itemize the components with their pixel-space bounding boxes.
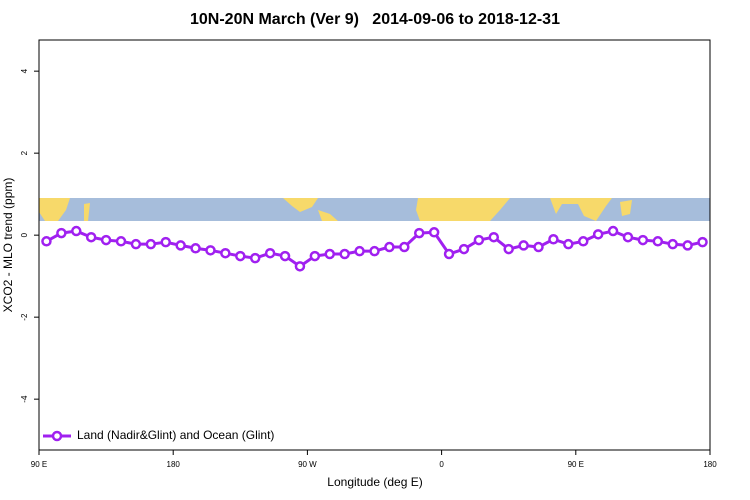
data-point [145,238,157,250]
legend-marker [51,430,63,442]
y-tick-label: 2 [20,150,29,155]
data-point [190,243,201,254]
data-point [71,225,82,237]
data-point [160,236,171,248]
chart-title: 10N-20N March (Ver 9) 2014-09-06 to 2018… [190,11,560,28]
data-point [592,229,604,240]
data-point [309,250,321,262]
x-tick-label: 180 [703,460,717,469]
data-point [354,245,365,257]
data-point [100,234,112,246]
data-point [682,240,693,251]
data-point [56,227,67,239]
data-point [428,227,440,238]
data-point [175,240,186,251]
data-point [324,248,336,260]
y-tick-label: -2 [20,313,29,321]
data-point [652,236,664,247]
y-tick-label: 0 [20,232,29,237]
data-point [115,236,127,247]
x-tick-label: 90 E [568,460,584,469]
data-point [622,231,634,243]
data-point [249,252,261,264]
data-point [533,241,544,253]
y-axis-label: XCO2 - MLO trend (ppm) [1,178,15,313]
data-point [41,236,52,247]
data-point [130,238,142,250]
data-point [607,225,619,237]
data-point [637,234,649,246]
data-point [369,245,380,257]
data-point [443,248,455,260]
data-point [503,243,514,255]
data-point [548,234,559,245]
data-point [578,236,589,247]
data-point [264,247,276,259]
data-point [667,238,678,250]
data-point [473,234,485,246]
data-point [488,231,500,243]
map-strip [39,198,710,221]
y-tick-label: -4 [20,395,29,403]
data-point [518,240,529,251]
data-point [235,250,246,262]
data-point [413,227,425,239]
data-point [294,261,306,272]
x-axis-label: Longitude (deg E) [327,475,422,489]
x-tick-label: 180 [167,460,181,469]
data-point [205,245,216,256]
legend-label: Land (Nadir&Glint) and Ocean (Glint) [77,428,274,442]
x-tick-label: 0 [439,460,444,469]
y-tick-label: 4 [20,68,29,73]
data-point [384,241,395,253]
data-point [399,241,410,253]
data-point [339,248,350,260]
data-point [697,236,708,248]
data-point [85,231,97,243]
plot-frame [38,39,711,451]
x-tick-label: 90 E [31,460,47,469]
data-point [279,250,291,262]
x-tick-label: 90 W [298,460,317,469]
data-point [220,247,231,259]
data-point [563,238,574,250]
data-point [458,243,470,255]
